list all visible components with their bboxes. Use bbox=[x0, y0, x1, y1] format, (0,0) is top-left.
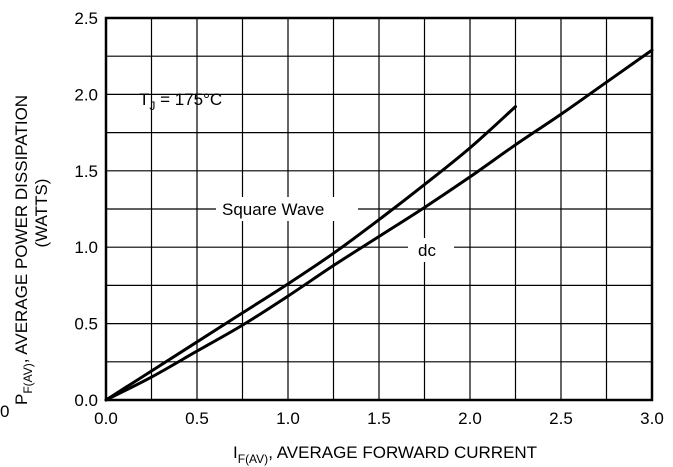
y-axis-symbol: P bbox=[12, 394, 31, 405]
y-axis-text: , AVERAGE POWER DISSIPATION bbox=[12, 95, 31, 363]
plot-frame bbox=[104, 16, 654, 402]
grid bbox=[106, 18, 652, 400]
x-tick-label: 2.0 bbox=[458, 409, 482, 428]
square-wave-label-bg bbox=[216, 197, 358, 221]
dc-label-bg bbox=[408, 238, 454, 262]
square-wave-series-label: Square Wave bbox=[222, 200, 324, 219]
y-axis-label-group: PF(AV), AVERAGE POWER DISSIPATION (WATTS… bbox=[12, 95, 51, 405]
condition-annotation: TJ = 175°C bbox=[139, 90, 222, 113]
x-tick-label: 0.0 bbox=[94, 409, 118, 428]
condition-text: = 175°C bbox=[155, 90, 222, 109]
x-axis-label: IF(AV), AVERAGE FORWARD CURRENT bbox=[233, 443, 537, 466]
x-tick-labels: 0.0 0.5 1.0 1.5 2.0 2.5 3.0 bbox=[94, 409, 664, 428]
x-axis-symbol: I bbox=[233, 443, 238, 462]
x-axis-text: , AVERAGE FORWARD CURRENT bbox=[268, 443, 537, 462]
x-tick-label: 1.0 bbox=[276, 409, 300, 428]
y-tick-label: 1.0 bbox=[74, 238, 98, 257]
y-axis-label: PF(AV), AVERAGE POWER DISSIPATION bbox=[12, 95, 35, 405]
series-line-dc bbox=[104, 48, 654, 402]
y-tick-label: 2.5 bbox=[74, 9, 98, 28]
x-tick-label: 0.5 bbox=[185, 409, 209, 428]
y-tick-label: 2.0 bbox=[74, 85, 98, 104]
x-axis-subscript: F(AV) bbox=[238, 452, 268, 466]
x-tick-label: 3.0 bbox=[640, 409, 664, 428]
y-axis-label-line2: (WATTS) bbox=[32, 179, 51, 248]
series-lines bbox=[104, 48, 654, 402]
x-tick-label: 1.5 bbox=[367, 409, 391, 428]
condition-subscript: J bbox=[149, 99, 155, 113]
x-origin-extra-label: 0 bbox=[0, 402, 9, 421]
y-tick-label: 0.0 bbox=[74, 391, 98, 410]
dc-series-label: dc bbox=[418, 241, 436, 260]
condition-prefix: T bbox=[139, 90, 149, 109]
y-tick-labels: 0.0 0.5 1.0 1.5 2.0 2.5 bbox=[74, 9, 98, 410]
y-axis-subscript: F(AV) bbox=[21, 363, 35, 393]
y-tick-label: 0.5 bbox=[74, 315, 98, 334]
series-line-square-wave bbox=[104, 105, 517, 402]
y-tick-label: 1.5 bbox=[74, 162, 98, 181]
x-tick-label: 2.5 bbox=[549, 409, 573, 428]
